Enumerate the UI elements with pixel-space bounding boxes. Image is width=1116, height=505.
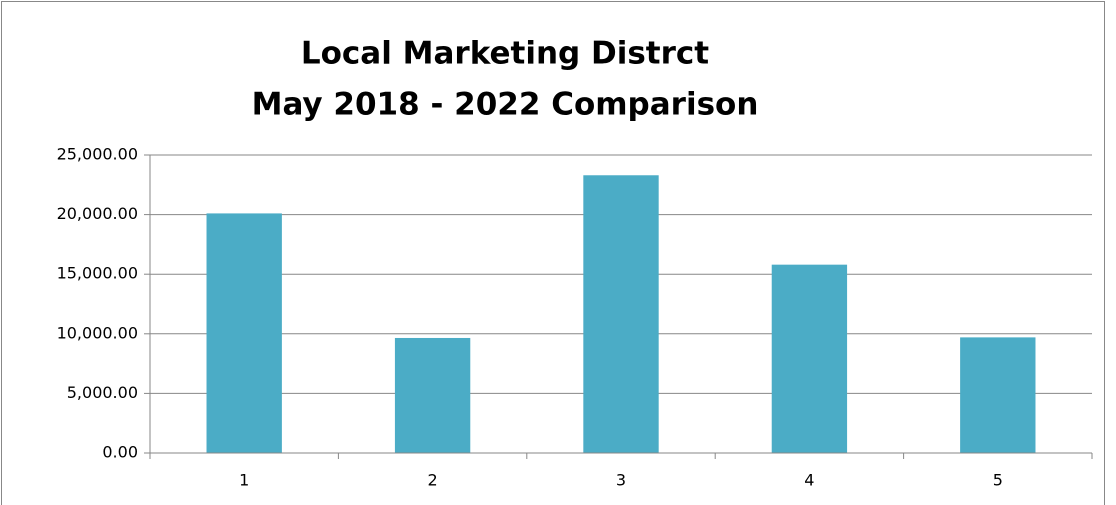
x-tick-label: 2 xyxy=(428,471,438,490)
x-tick-label: 4 xyxy=(804,471,814,490)
y-tick-label: 20,000.00 xyxy=(57,204,138,223)
y-tick-label: 15,000.00 xyxy=(57,264,138,283)
y-tick-label: 25,000.00 xyxy=(57,145,138,164)
bar xyxy=(394,337,471,453)
x-tick-label: 5 xyxy=(993,471,1003,490)
bar xyxy=(771,264,848,453)
x-tick-label: 3 xyxy=(616,471,626,490)
bar xyxy=(960,337,1036,453)
chart-subtitle: May 2018 - 2022 Comparison xyxy=(252,87,759,123)
y-tick-label: 10,000.00 xyxy=(57,323,138,342)
y-tick-label: 5,000.00 xyxy=(67,383,138,402)
bar xyxy=(583,175,659,453)
chart-title: Local Marketing Distrct xyxy=(301,36,709,72)
y-tick-label: 0.00 xyxy=(102,443,138,462)
bar xyxy=(206,213,282,453)
x-tick-label: 1 xyxy=(239,471,249,490)
